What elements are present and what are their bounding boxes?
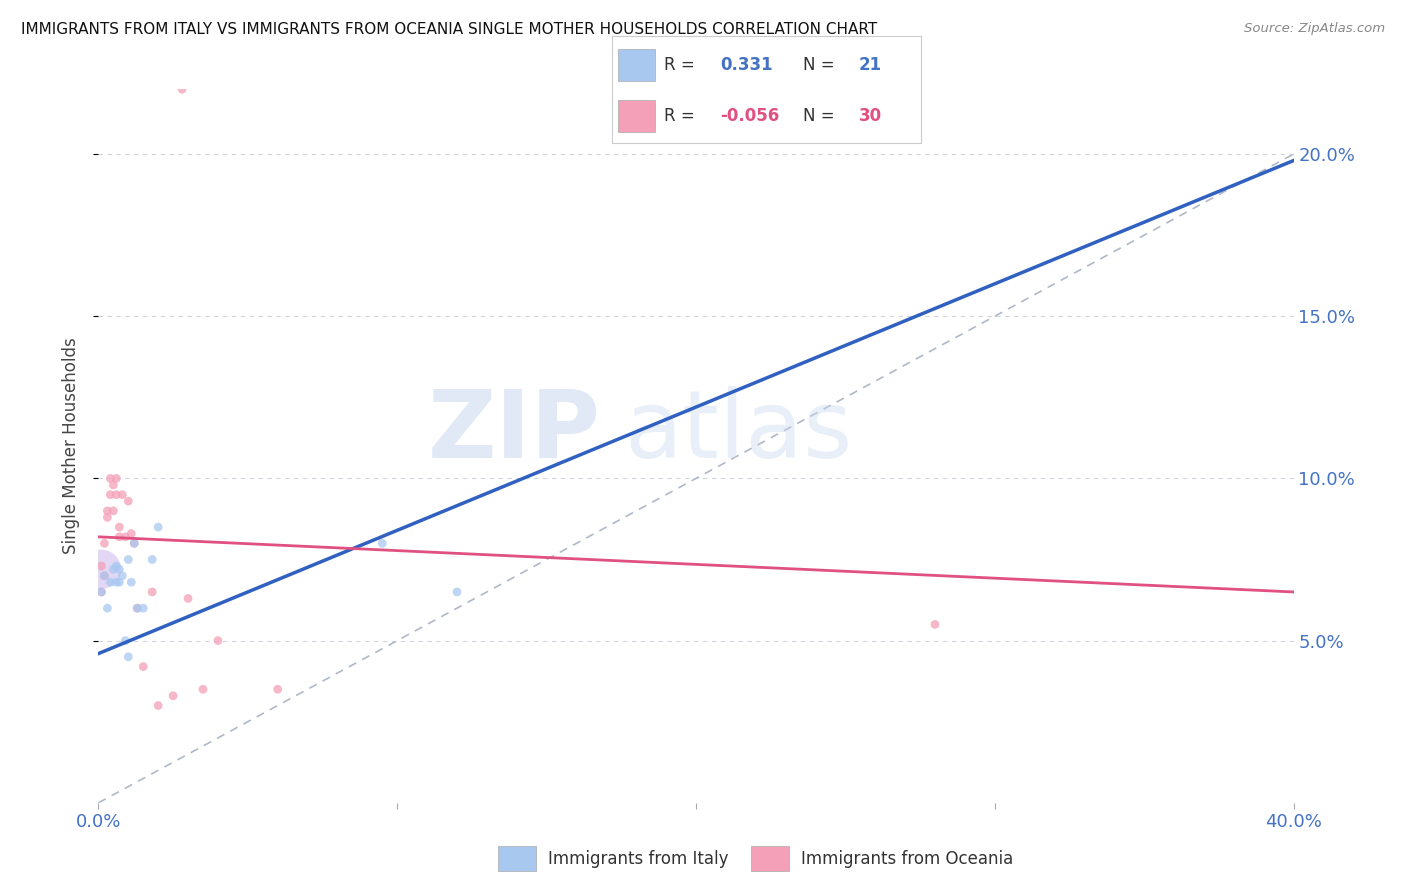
Point <box>105 488 128 502</box>
Text: ZIP: ZIP <box>427 385 600 478</box>
Point <box>207 633 229 648</box>
Point <box>371 536 394 550</box>
Point <box>93 568 115 582</box>
Text: Source: ZipAtlas.com: Source: ZipAtlas.com <box>1244 22 1385 36</box>
Text: Immigrants from Oceania: Immigrants from Oceania <box>801 849 1014 868</box>
Point <box>111 568 134 582</box>
Point <box>93 568 115 582</box>
Text: Immigrants from Italy: Immigrants from Italy <box>548 849 728 868</box>
Text: 0.331: 0.331 <box>720 55 772 73</box>
Point <box>148 698 170 713</box>
Text: 21: 21 <box>859 55 882 73</box>
Point <box>120 575 142 590</box>
Point <box>105 575 128 590</box>
Point <box>924 617 946 632</box>
Point <box>108 562 131 576</box>
Text: -0.056: -0.056 <box>720 107 779 125</box>
Bar <box>617 48 655 80</box>
Bar <box>498 847 536 871</box>
Point <box>132 601 155 615</box>
Point <box>132 659 155 673</box>
Point <box>172 82 194 96</box>
Point <box>90 585 112 599</box>
Text: R =: R = <box>664 55 695 73</box>
Point <box>103 562 125 576</box>
Point <box>162 689 184 703</box>
Y-axis label: Single Mother Households: Single Mother Households <box>62 338 80 554</box>
Point <box>90 562 112 576</box>
Point <box>111 488 134 502</box>
Point <box>148 520 170 534</box>
Point <box>191 682 214 697</box>
Point <box>105 471 128 485</box>
Point <box>96 510 118 524</box>
Point <box>141 585 163 599</box>
Point <box>124 536 146 550</box>
Point <box>93 536 115 550</box>
Bar <box>617 100 655 132</box>
Point <box>267 682 290 697</box>
Point <box>127 601 149 615</box>
Point <box>96 601 118 615</box>
Point <box>117 552 139 566</box>
Point <box>105 559 128 574</box>
Point <box>100 488 122 502</box>
Point <box>141 552 163 566</box>
Point <box>96 504 118 518</box>
Text: 30: 30 <box>859 107 882 125</box>
Text: R =: R = <box>664 107 695 125</box>
Text: IMMIGRANTS FROM ITALY VS IMMIGRANTS FROM OCEANIA SINGLE MOTHER HOUSEHOLDS CORREL: IMMIGRANTS FROM ITALY VS IMMIGRANTS FROM… <box>21 22 877 37</box>
Point <box>90 559 112 574</box>
Point <box>103 504 125 518</box>
Point <box>117 649 139 664</box>
Point <box>90 585 112 599</box>
Point <box>114 530 136 544</box>
Point <box>108 575 131 590</box>
Text: N =: N = <box>803 107 835 125</box>
Point <box>446 585 468 599</box>
Point <box>108 520 131 534</box>
Point <box>108 530 131 544</box>
Point <box>177 591 200 606</box>
Point <box>100 471 122 485</box>
Text: N =: N = <box>803 55 835 73</box>
Point <box>103 478 125 492</box>
Text: atlas: atlas <box>624 385 852 478</box>
Point <box>114 633 136 648</box>
Point <box>124 536 146 550</box>
Point <box>120 526 142 541</box>
Point <box>127 601 149 615</box>
Bar <box>751 847 789 871</box>
Point <box>100 575 122 590</box>
Point <box>117 494 139 508</box>
